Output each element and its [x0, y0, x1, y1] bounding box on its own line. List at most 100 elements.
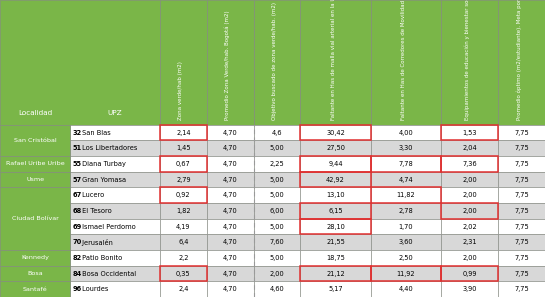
Bar	[300, 281, 371, 297]
Bar	[300, 203, 371, 219]
Bar	[0, 156, 70, 172]
Bar	[207, 219, 253, 234]
Text: 82: 82	[72, 255, 82, 261]
Bar	[160, 266, 207, 281]
Bar	[253, 187, 300, 203]
Text: 1,82: 1,82	[176, 208, 191, 214]
Text: 4,70: 4,70	[223, 145, 238, 151]
Text: 11,82: 11,82	[396, 192, 415, 198]
Bar	[160, 219, 207, 234]
Text: 1,53: 1,53	[462, 129, 477, 135]
Bar	[498, 266, 545, 281]
Text: 2,4: 2,4	[178, 286, 189, 292]
Bar	[207, 203, 253, 219]
Bar	[70, 281, 160, 297]
Bar	[70, 172, 160, 187]
Text: 70: 70	[72, 239, 82, 245]
Text: 0,92: 0,92	[176, 192, 191, 198]
Bar	[207, 172, 253, 187]
Bar	[441, 250, 498, 266]
Text: 11,92: 11,92	[397, 271, 415, 277]
Text: 7,75: 7,75	[514, 176, 529, 183]
Bar	[0, 266, 70, 281]
Text: 6,00: 6,00	[270, 208, 284, 214]
Bar	[441, 203, 498, 219]
Bar	[70, 266, 160, 281]
Text: 1,70: 1,70	[398, 224, 413, 230]
Bar	[0, 0, 160, 125]
Bar	[70, 140, 160, 156]
Text: 4,40: 4,40	[398, 286, 413, 292]
Text: 4,70: 4,70	[223, 176, 238, 183]
Bar	[253, 125, 300, 140]
Bar	[160, 187, 207, 203]
Bar	[498, 281, 545, 297]
Bar	[70, 125, 160, 140]
Text: 2,50: 2,50	[398, 255, 413, 261]
Bar	[0, 187, 70, 250]
Bar	[371, 266, 441, 281]
Bar	[498, 234, 545, 250]
Bar	[371, 172, 441, 187]
Bar	[300, 172, 371, 187]
Bar	[160, 187, 207, 203]
Text: 6,15: 6,15	[328, 208, 343, 214]
Bar	[300, 219, 371, 234]
Bar	[207, 125, 253, 140]
Bar	[207, 156, 253, 172]
Bar	[253, 266, 300, 281]
Text: 51: 51	[72, 145, 82, 151]
Text: 5,00: 5,00	[270, 255, 284, 261]
Bar	[253, 0, 300, 125]
Text: 2,31: 2,31	[462, 239, 477, 245]
Bar	[300, 172, 371, 187]
Text: 9,44: 9,44	[328, 161, 343, 167]
Text: 18,75: 18,75	[326, 255, 345, 261]
Bar	[253, 281, 300, 297]
Bar	[371, 219, 441, 234]
Text: 4,70: 4,70	[223, 239, 238, 245]
Text: Ismael Perdomo: Ismael Perdomo	[80, 224, 135, 230]
Bar	[160, 203, 207, 219]
Bar	[160, 0, 207, 125]
Text: 4,70: 4,70	[223, 255, 238, 261]
Bar	[70, 234, 160, 250]
Bar	[498, 0, 545, 125]
Text: 55: 55	[72, 161, 81, 167]
Bar	[371, 156, 441, 172]
Bar	[300, 219, 371, 234]
Text: 7,78: 7,78	[398, 161, 413, 167]
Text: 5,00: 5,00	[270, 224, 284, 230]
Bar	[300, 140, 371, 156]
Bar	[160, 266, 207, 281]
Text: 4,6: 4,6	[272, 129, 282, 135]
Bar	[300, 187, 371, 203]
Bar	[160, 234, 207, 250]
Text: 4,19: 4,19	[176, 224, 191, 230]
Bar	[207, 281, 253, 297]
Text: 21,12: 21,12	[326, 271, 345, 277]
Bar	[0, 281, 70, 297]
Text: Usme: Usme	[26, 177, 44, 182]
Bar	[498, 250, 545, 266]
Text: 4,70: 4,70	[223, 271, 238, 277]
Bar	[300, 203, 371, 219]
Bar	[498, 172, 545, 187]
Text: 7,75: 7,75	[514, 129, 529, 135]
Text: 7,60: 7,60	[270, 239, 284, 245]
Bar	[160, 156, 207, 172]
Text: 3,60: 3,60	[398, 239, 413, 245]
Bar	[253, 156, 300, 172]
Text: Patio Bonito: Patio Bonito	[80, 255, 122, 261]
Text: 4,70: 4,70	[223, 208, 238, 214]
Bar	[160, 281, 207, 297]
Text: Localidad: Localidad	[18, 110, 52, 116]
Text: 2,14: 2,14	[176, 129, 191, 135]
Text: 2,25: 2,25	[270, 161, 284, 167]
Bar	[371, 266, 441, 281]
Text: San Cristóbal: San Cristóbal	[14, 138, 57, 143]
Text: Diana Turbay: Diana Turbay	[80, 161, 125, 167]
Bar	[207, 250, 253, 266]
Text: 0,67: 0,67	[176, 161, 191, 167]
Bar	[207, 187, 253, 203]
